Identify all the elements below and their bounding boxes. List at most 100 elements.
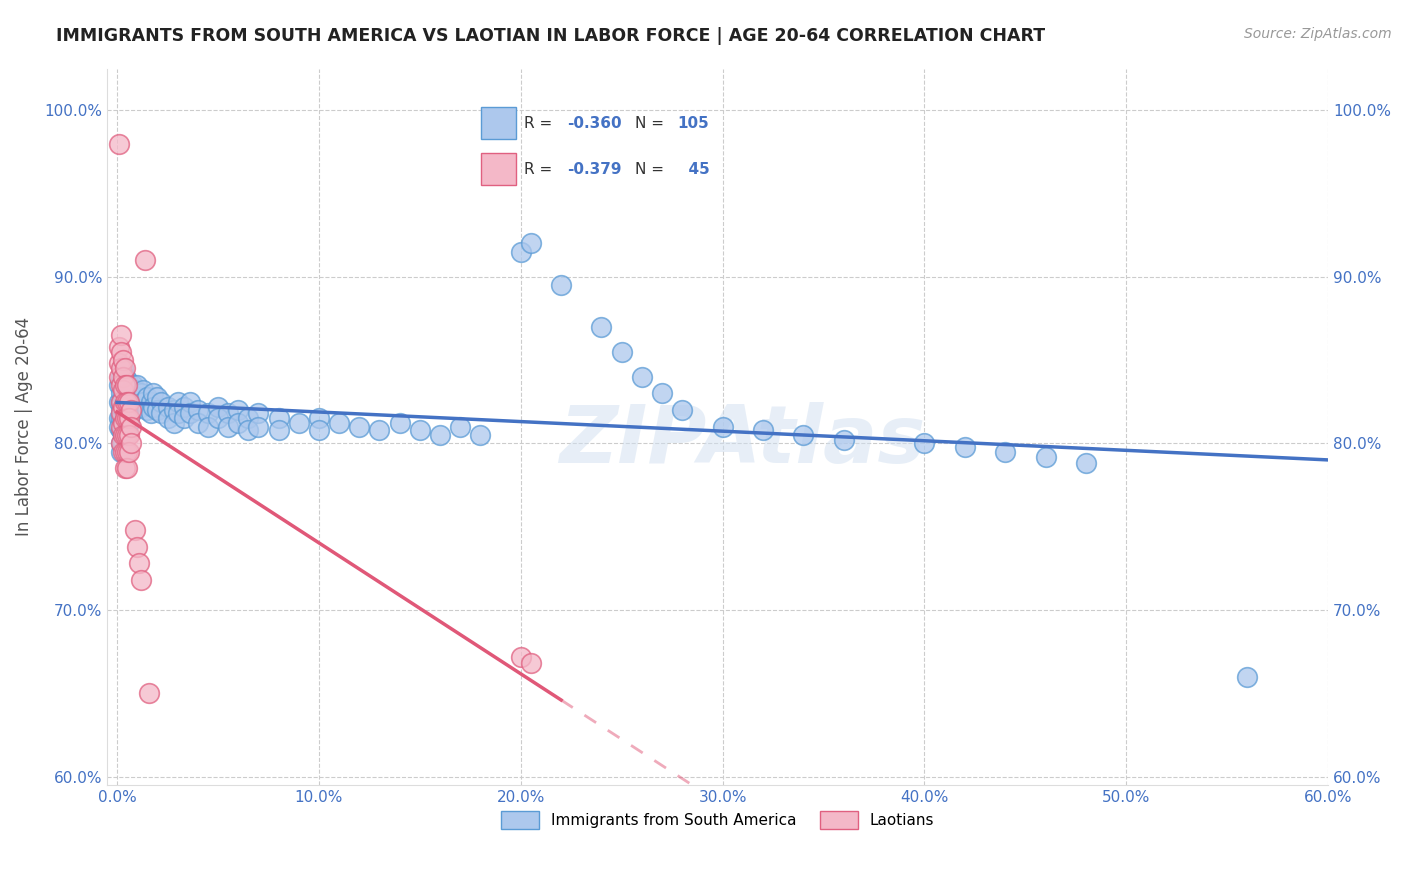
Point	[136, 403, 159, 417]
Point	[328, 417, 350, 431]
Point	[110, 411, 132, 425]
Point	[110, 378, 132, 392]
Point	[509, 649, 531, 664]
Point	[114, 417, 136, 431]
Point	[610, 344, 633, 359]
Point	[187, 417, 209, 431]
Point	[150, 407, 173, 421]
Point	[118, 428, 141, 442]
Point	[120, 383, 142, 397]
Point	[118, 378, 141, 392]
Point	[112, 361, 135, 376]
Point	[110, 407, 132, 421]
Point	[114, 383, 136, 397]
Point	[217, 419, 239, 434]
Point	[124, 383, 146, 397]
Point	[267, 411, 290, 425]
Point	[141, 394, 163, 409]
Point	[197, 419, 219, 434]
Point	[115, 386, 138, 401]
Point	[173, 400, 195, 414]
Point	[118, 390, 141, 404]
Text: Source: ZipAtlas.com: Source: ZipAtlas.com	[1244, 27, 1392, 41]
Point	[207, 400, 229, 414]
Point	[287, 417, 309, 431]
Point	[115, 461, 138, 475]
Point	[124, 394, 146, 409]
Point	[651, 386, 673, 401]
Point	[520, 236, 543, 251]
Point	[118, 403, 141, 417]
Point	[115, 378, 138, 392]
Point	[129, 400, 152, 414]
Point	[112, 390, 135, 404]
Point	[110, 445, 132, 459]
Point	[550, 278, 572, 293]
Point	[112, 353, 135, 368]
Point	[132, 383, 155, 397]
Point	[179, 407, 201, 421]
Point	[112, 369, 135, 384]
Point	[114, 411, 136, 425]
Point	[409, 423, 432, 437]
Point	[994, 445, 1017, 459]
Point	[247, 407, 270, 421]
Point	[108, 356, 131, 370]
Point	[914, 436, 936, 450]
Point	[162, 403, 184, 417]
Point	[110, 436, 132, 450]
Point	[110, 419, 132, 434]
Point	[388, 417, 411, 431]
Point	[108, 394, 131, 409]
Point	[671, 403, 693, 417]
Point	[179, 394, 201, 409]
Point	[112, 411, 135, 425]
Point	[108, 411, 131, 425]
Point	[141, 407, 163, 421]
Point	[267, 423, 290, 437]
Point	[711, 419, 734, 434]
Point	[114, 394, 136, 409]
Point	[120, 419, 142, 434]
Point	[110, 394, 132, 409]
Point	[217, 407, 239, 421]
Point	[1035, 450, 1057, 464]
Point	[120, 403, 142, 417]
Point	[308, 411, 330, 425]
Point	[112, 436, 135, 450]
Point	[110, 394, 132, 409]
Point	[429, 428, 451, 442]
Point	[112, 403, 135, 417]
Point	[197, 407, 219, 421]
Point	[166, 394, 188, 409]
Point	[166, 407, 188, 421]
Point	[1074, 457, 1097, 471]
Point	[162, 417, 184, 431]
Point	[509, 244, 531, 259]
Point	[138, 686, 160, 700]
Point	[129, 573, 152, 587]
Point	[110, 328, 132, 343]
Point	[122, 403, 145, 417]
Point	[108, 136, 131, 151]
Point	[187, 403, 209, 417]
Point	[108, 369, 131, 384]
Point	[132, 394, 155, 409]
Point	[114, 369, 136, 384]
Point	[108, 378, 131, 392]
Point	[112, 400, 135, 414]
Point	[110, 386, 132, 401]
Point	[156, 411, 179, 425]
Point	[368, 423, 391, 437]
Point	[349, 419, 371, 434]
Point	[118, 445, 141, 459]
Point	[247, 419, 270, 434]
Point	[238, 411, 260, 425]
Point	[114, 378, 136, 392]
Point	[127, 378, 149, 392]
Point	[118, 394, 141, 409]
Point	[110, 423, 132, 437]
Point	[112, 428, 135, 442]
Point	[156, 400, 179, 414]
Legend: Immigrants from South America, Laotians: Immigrants from South America, Laotians	[495, 805, 941, 835]
